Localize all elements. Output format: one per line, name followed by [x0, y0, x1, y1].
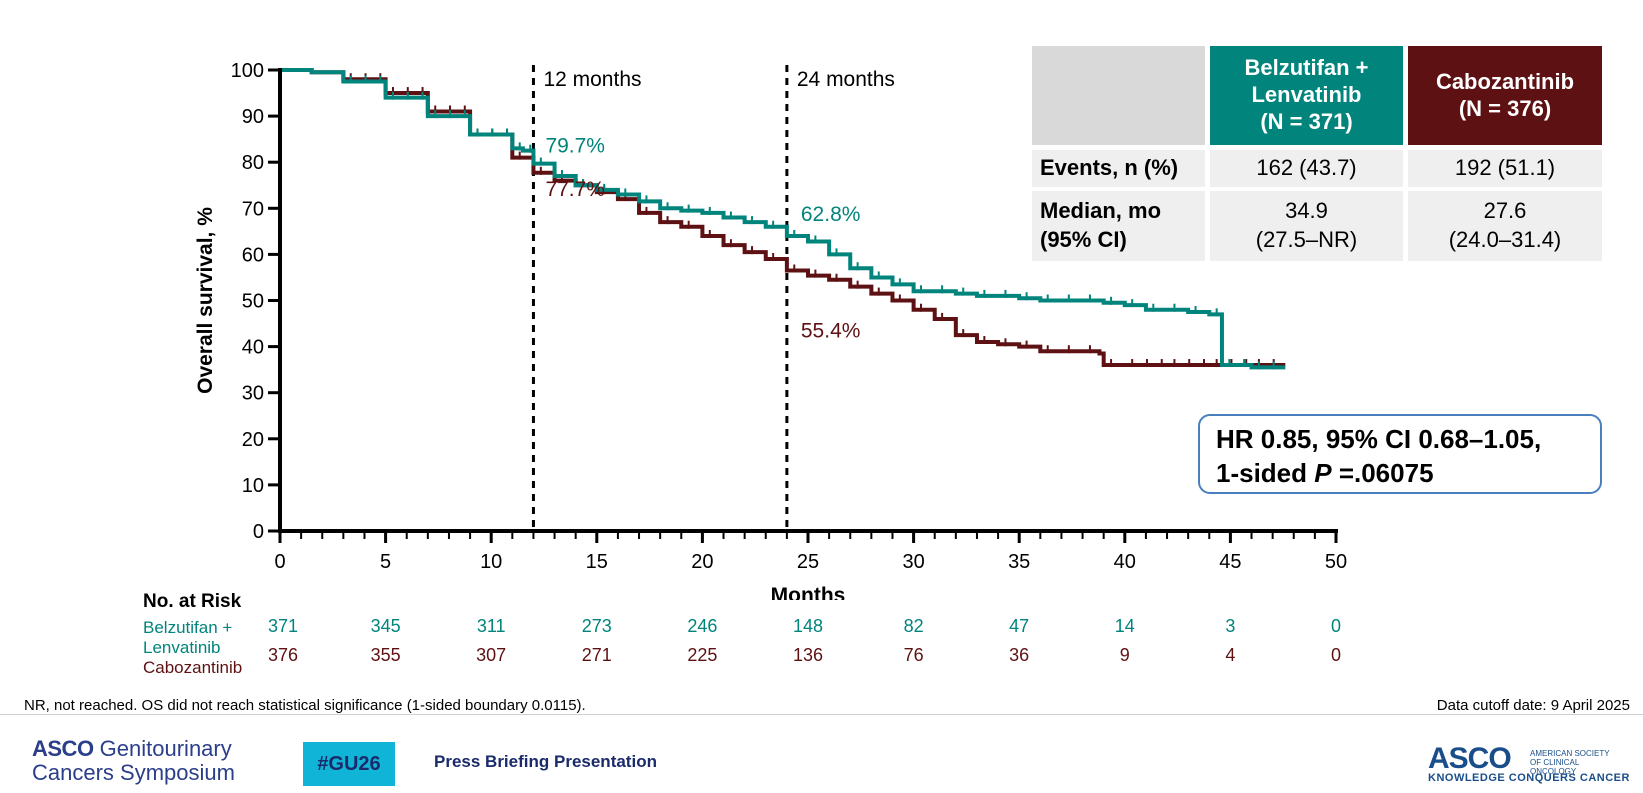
x-tick-label: 0 — [274, 551, 285, 573]
risk-value: 14 — [1114, 616, 1135, 636]
table-header-belzutifan: Belzutifan + Lenvatinib (N = 371) — [1210, 46, 1403, 145]
survival-curves — [280, 68, 1286, 370]
risk-value: 148 — [792, 616, 824, 636]
x-tick-label: 5 — [380, 551, 391, 573]
asco-logo: ASCO AMERICAN SOCIETY OF CLINICAL ONCOLO… — [1428, 742, 1629, 784]
x-tick-label: 45 — [1219, 551, 1241, 573]
y-tick-label: 0 — [253, 521, 264, 543]
risk-value: 4 — [1225, 645, 1236, 665]
risk-value: 246 — [687, 616, 718, 636]
y-tick-label: 80 — [242, 152, 264, 174]
footnote: NR, not reached. OS did not reach statis… — [24, 697, 586, 714]
asco-logo-tagline: KNOWLEDGE CONQUERS CANCER — [1428, 772, 1630, 784]
risk-value: 0 — [1330, 616, 1341, 636]
asco-gu-line2: Cancers Symposium — [32, 760, 235, 785]
risk-value: 36 — [1009, 645, 1030, 665]
axes — [278, 68, 1338, 533]
table-header-blank — [1032, 46, 1205, 145]
median-cabozantinib: 27.6 (24.0–31.4) — [1408, 191, 1602, 261]
median-label: Median, mo (95% CI) — [1032, 191, 1205, 261]
risk-value: 271 — [581, 645, 612, 665]
hr-p-symbol: P — [1314, 458, 1332, 488]
asco-logo-text: ASCO — [1428, 742, 1512, 775]
reference-lines: 12 months 24 months — [531, 65, 895, 531]
annotations: 79.7% 77.7% 62.8% 55.4% — [545, 135, 860, 343]
x-tick-label: 30 — [902, 551, 924, 573]
x-tick-label: 50 — [1325, 551, 1347, 573]
y-tick-label: 20 — [242, 429, 264, 451]
annotation-79.7%: 79.7% — [545, 135, 605, 158]
risk-value: 9 — [1119, 645, 1130, 665]
asco-gu-brand: ASCO — [32, 736, 94, 761]
x-tick-label: 20 — [691, 551, 713, 573]
risk-value: 376 — [267, 645, 299, 665]
risk-label-belzutifan: Belzutifan + Lenvatinib — [143, 618, 233, 657]
annotation-77.7%: 77.7% — [545, 178, 605, 201]
hr-p-value: =.06075 — [1331, 458, 1434, 488]
asco-gu-line1: Genitourinary — [93, 736, 232, 761]
risk-value: 225 — [687, 645, 718, 665]
median-belzutifan: 34.9 (27.5–NR) — [1210, 191, 1403, 261]
axis-labels: 0 10 20 30 40 50 60 70 80 90 100 0 5 10 15 20 25 30 35 40 45… — [194, 60, 1347, 600]
risk-value: 273 — [581, 616, 612, 636]
risk-value: 355 — [370, 645, 401, 665]
reference-label-24: 24 months — [797, 68, 895, 91]
hashtag-badge: #GU26 — [303, 742, 395, 786]
annotation-55.4%: 55.4% — [801, 320, 861, 343]
hr-prefix: 1-sided — [1216, 458, 1315, 488]
risk-value: 76 — [903, 645, 924, 665]
events-cabozantinib: 192 (51.1) — [1408, 150, 1602, 187]
risk-value: 47 — [1009, 616, 1030, 636]
asco-logo-subtitle: AMERICAN SOCIETY OF CLINICAL ONCOLOGY — [1530, 749, 1610, 776]
x-tick-label: 35 — [1008, 551, 1030, 573]
km-chart: 12 months 24 months 010203040506070809010… — [194, 60, 1347, 600]
y-tick-label: 40 — [242, 337, 264, 359]
y-axis-label: Overall survival, % — [194, 207, 217, 394]
x-tick-label: 25 — [797, 551, 819, 573]
x-tick-label: 15 — [586, 551, 608, 573]
reference-label-12: 12 months — [543, 68, 641, 91]
curve-belzutifan-lenvatinib — [280, 68, 1286, 370]
events-belzutifan: 162 (43.7) — [1210, 150, 1403, 187]
y-tick-label: 10 — [242, 475, 264, 497]
risk-value: 307 — [476, 645, 507, 665]
risk-value: 82 — [903, 616, 924, 636]
events-label: Events, n (%) — [1032, 150, 1205, 187]
data-cutoff: Data cutoff date: 9 April 2025 — [1436, 697, 1630, 714]
y-tick-label: 50 — [242, 291, 264, 313]
risk-value: 345 — [370, 616, 401, 636]
y-tick-label: 100 — [231, 60, 264, 82]
risk-value: 311 — [476, 616, 506, 636]
y-tick-label: 90 — [242, 106, 264, 128]
risk-label-cabozantinib: Cabozantinib — [143, 658, 243, 677]
footer-divider — [0, 714, 1643, 715]
curve-cabozantinib — [280, 68, 1286, 368]
risk-value: 371 — [267, 616, 299, 636]
y-tick-label: 70 — [242, 198, 264, 220]
hr-line-2: 1-sided P =.06075 — [1216, 456, 1584, 490]
risk-table-title: No. at Risk — [143, 591, 242, 612]
x-axis-label: Months — [771, 584, 846, 600]
y-tick-label: 60 — [242, 244, 264, 266]
risk-value: 136 — [792, 645, 824, 665]
x-tick-label: 10 — [480, 551, 502, 573]
risk-value: 3 — [1225, 616, 1236, 636]
hazard-ratio-box: HR 0.85, 95% CI 0.68–1.05, 1-sided P =.0… — [1198, 414, 1602, 494]
asco-gu-logo: ASCO Genitourinary Cancers Symposium — [32, 737, 235, 785]
y-tick-label: 30 — [242, 383, 264, 405]
press-briefing-label: Press Briefing Presentation — [434, 752, 657, 771]
x-tick-label: 40 — [1114, 551, 1136, 573]
table-header-cabozantinib: Cabozantinib (N = 376) — [1408, 46, 1602, 145]
hr-line-1: HR 0.85, 95% CI 0.68–1.05, — [1216, 424, 1542, 454]
annotation-62.8%: 62.8% — [801, 203, 861, 226]
risk-value: 0 — [1330, 645, 1341, 665]
